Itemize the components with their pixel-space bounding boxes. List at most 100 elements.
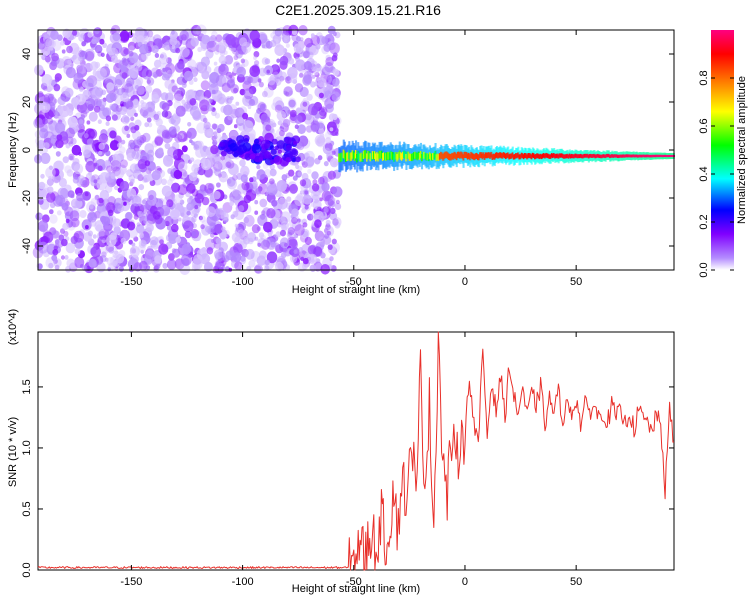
heatmap-cell [138,239,147,249]
heatmap-cell [96,261,106,273]
heatmap-cell [294,156,301,163]
heatmap-cell [237,239,242,245]
x-tick-label: -100 [232,576,254,588]
heatmap-cell [253,51,260,58]
heatmap-cell [114,250,119,256]
heatmap-cell [159,239,164,245]
heatmap-cell [424,152,427,160]
heatmap-cell [385,153,388,161]
heatmap-cell [658,154,661,158]
heatmap-cell [133,214,139,220]
heatmap-cell [546,153,549,158]
heatmap-cell [383,152,386,161]
heatmap-cell [299,190,304,195]
heatmap-cell [94,27,100,35]
heatmap-cell [140,99,145,105]
heatmap-cell [647,154,650,158]
heatmap-cell [131,33,136,38]
heatmap-cell [403,150,406,158]
heatmap-cell [329,42,340,55]
heatmap-cell [391,152,394,160]
heatmap-cell [98,142,105,150]
heatmap-cell [185,191,191,198]
heatmap-cell [183,70,194,82]
heatmap-cell [217,123,225,132]
heatmap-cell [161,102,170,112]
heatmap-cell [172,183,179,190]
heatmap-cell [42,86,48,92]
heatmap-cell [124,125,129,131]
heatmap-cell [84,143,95,155]
heatmap-cell [150,91,159,100]
heatmap-cell [105,184,113,193]
heatmap-cell [276,58,281,63]
heatmap-cell [181,34,187,41]
heatmap-cell [242,112,249,120]
heatmap-cell [463,151,466,158]
heatmap-cell [90,246,102,258]
heatmap-cell [267,231,273,237]
heatmap-cell [466,153,469,160]
heatmap-cell [340,152,343,162]
heatmap-cell [223,104,233,116]
heatmap-cell [66,258,75,269]
heatmap-cell [324,142,333,151]
heatmap-cell [101,251,107,258]
heatmap-cell [249,30,260,42]
heatmap-cell [40,173,45,179]
heatmap-cell [446,152,449,159]
heatmap-cell [304,205,309,210]
heatmap-cell [37,140,45,149]
heatmap-cell [138,213,149,225]
heatmap-cell [232,174,238,181]
heatmap-cell [254,265,262,274]
heatmap-cell [492,153,495,160]
heatmap-cell [39,188,47,198]
heatmap-cell [271,199,278,207]
heatmap-cell [90,88,101,100]
heatmap-cell [269,168,277,177]
heatmap-cell [506,152,509,159]
heatmap-cell [565,154,568,159]
heatmap-cell [229,96,234,101]
heatmap-cell [663,154,666,157]
heatmap-cell [293,140,298,145]
heatmap-cell [534,154,537,160]
heatmap-cell [87,230,93,237]
heatmap-cell [87,31,93,38]
heatmap-cell [56,210,62,216]
heatmap-cell [566,153,569,158]
heatmap-cell [304,236,312,245]
heatmap-cell [193,77,198,82]
heatmap-cell [223,255,230,263]
heatmap-cell [257,78,262,83]
heatmap-cell [173,194,183,205]
heatmap-cell [355,150,358,159]
heatmap-cell [226,178,238,190]
heatmap-cell [99,189,110,201]
heatmap-cell [339,153,342,163]
heatmap-cell [279,75,285,82]
heatmap-cell [302,75,312,86]
heatmap-cell [186,202,194,211]
heatmap-cell [502,152,505,158]
heatmap-cell [324,194,335,207]
heatmap-cell [256,107,262,114]
heatmap-cell [236,141,241,146]
heatmap-cell [325,54,331,61]
heatmap-cell [169,36,178,46]
heatmap-cell [266,208,276,219]
heatmap-cell [291,29,298,36]
heatmap-cell [249,177,254,183]
heatmap-cell [559,153,562,158]
heatmap-cell [331,91,341,102]
heatmap-cell [540,154,543,160]
heatmap-cell [295,36,301,42]
heatmap-cell [189,195,193,200]
heatmap-cell [141,155,148,163]
heatmap-cell [69,155,74,160]
heatmap-cell [67,116,78,128]
heatmap-cell [72,30,78,36]
heatmap-cell [533,153,536,159]
heatmap-cell [380,150,383,159]
